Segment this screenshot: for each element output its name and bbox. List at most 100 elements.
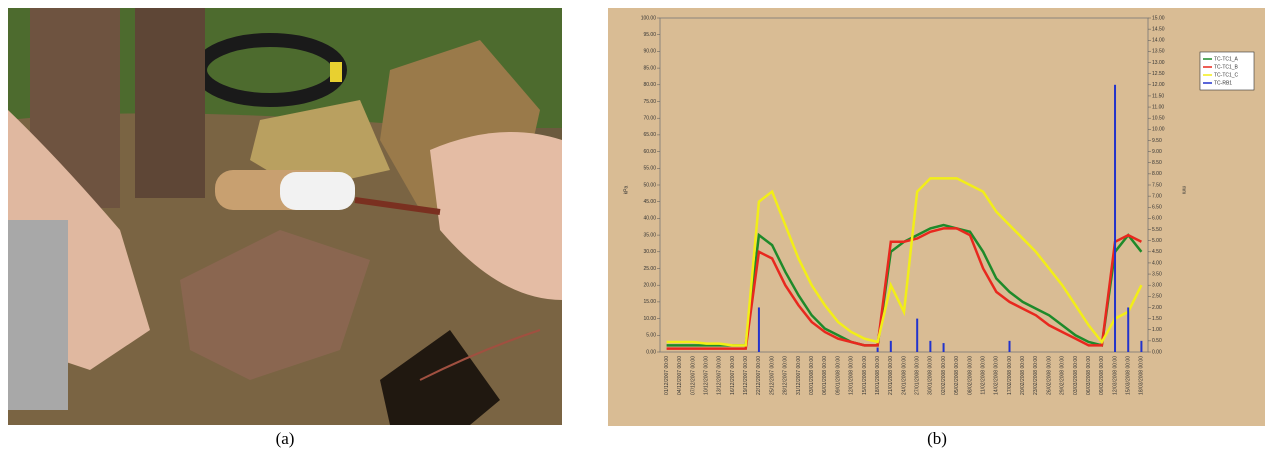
y2-tick-label: 12.50 bbox=[1152, 71, 1165, 77]
rain-bar bbox=[1114, 84, 1117, 353]
y-tick-label: 45.00 bbox=[643, 199, 656, 205]
x-tick-label: 12/01/2008 00:00 bbox=[849, 356, 855, 395]
y2-tick-label: 3.00 bbox=[1152, 283, 1162, 289]
y-axis-label: kPa bbox=[623, 185, 629, 194]
x-tick-label: 19/12/2007 00:00 bbox=[743, 356, 749, 395]
x-tick-label: 06/01/2008 00:00 bbox=[822, 356, 828, 395]
y2-tick-label: 5.50 bbox=[1152, 227, 1162, 233]
x-tick-label: 31/12/2007 00:00 bbox=[796, 356, 802, 395]
plot-area bbox=[659, 17, 1149, 353]
y2-tick-label: 6.50 bbox=[1152, 205, 1162, 211]
y-tick-label: 65.00 bbox=[643, 132, 656, 138]
y-tick-label: 85.00 bbox=[643, 65, 656, 71]
y-tick-label: 70.00 bbox=[643, 116, 656, 122]
y-tick-label: 15.00 bbox=[643, 299, 656, 305]
y-tick-label: 100.00 bbox=[641, 15, 657, 21]
x-tick-label: 20/02/2008 00:00 bbox=[1020, 356, 1026, 395]
y-tick-label: 20.00 bbox=[643, 283, 656, 289]
y2-tick-label: 9.00 bbox=[1152, 149, 1162, 155]
series-line bbox=[666, 177, 1143, 347]
x-tick-label: 26/02/2008 00:00 bbox=[1046, 356, 1052, 395]
rain-bar bbox=[929, 340, 932, 352]
y-tick-label: 25.00 bbox=[643, 266, 656, 272]
x-tick-label: 04/12/2007 00:00 bbox=[677, 356, 683, 395]
x-tick-label: 14/02/2008 00:00 bbox=[994, 356, 1000, 395]
y-tick-label: 75.00 bbox=[643, 99, 656, 105]
legend-label: TC-RB1 bbox=[1214, 80, 1232, 86]
y2-tick-label: 10.00 bbox=[1152, 127, 1165, 133]
x-tick-label: 02/02/2008 00:00 bbox=[941, 356, 947, 395]
y-tick-label: 95.00 bbox=[643, 32, 656, 38]
y-tick-label: 30.00 bbox=[643, 249, 656, 255]
x-tick-label: 08/02/2008 00:00 bbox=[967, 356, 973, 395]
x-tick-label: 23/02/2008 00:00 bbox=[1033, 356, 1039, 395]
caption: (b) bbox=[927, 429, 947, 448]
x-tick-label: 22/12/2007 00:00 bbox=[756, 356, 762, 395]
y2-tick-label: 5.00 bbox=[1152, 238, 1162, 244]
y2-tick-label: 11.50 bbox=[1152, 93, 1164, 99]
y2-tick-label: 8.00 bbox=[1152, 171, 1162, 177]
y2-tick-label: 1.00 bbox=[1152, 327, 1162, 333]
x-tick-label: 01/12/2007 00:00 bbox=[664, 356, 670, 395]
y2-tick-label: 10.50 bbox=[1152, 116, 1165, 122]
y2-tick-label: 2.00 bbox=[1152, 305, 1162, 311]
y-tick-label: 55.00 bbox=[643, 166, 656, 172]
x-tick-label: 13/12/2007 00:00 bbox=[717, 356, 723, 395]
y-tick-label: 60.00 bbox=[643, 149, 656, 155]
photo bbox=[8, 8, 562, 425]
rain-bar bbox=[876, 347, 879, 352]
y2-tick-label: 13.50 bbox=[1152, 49, 1165, 55]
x-tick-label: 12/03/2008 00:00 bbox=[1112, 356, 1118, 395]
y2-tick-label: 14.00 bbox=[1152, 38, 1165, 44]
x-tick-label: 15/01/2008 00:00 bbox=[862, 356, 868, 395]
series-line bbox=[666, 227, 1142, 350]
x-tick-label: 18/03/2008 00:00 bbox=[1139, 356, 1145, 395]
x-tick-label: 24/01/2008 00:00 bbox=[901, 356, 907, 395]
x-tick-label: 09/03/2008 00:00 bbox=[1099, 356, 1105, 395]
y-tick-label: 80.00 bbox=[643, 82, 656, 88]
x-tick-label: 03/01/2008 00:00 bbox=[809, 356, 815, 395]
y-tick-label: 0.00 bbox=[646, 349, 656, 355]
x-tick-label: 21/01/2008 00:00 bbox=[888, 356, 894, 395]
legend-label: TC-TC1_A bbox=[1214, 56, 1239, 62]
rain-bar bbox=[916, 318, 919, 352]
x-tick-label: 30/01/2008 00:00 bbox=[928, 356, 934, 395]
rain-bar bbox=[1008, 340, 1011, 352]
x-tick-label: 18/01/2008 00:00 bbox=[875, 356, 881, 395]
y2-tick-label: 12.00 bbox=[1152, 82, 1165, 88]
x-tick-label: 07/12/2007 00:00 bbox=[690, 356, 696, 395]
y2-tick-label: 4.00 bbox=[1152, 260, 1162, 266]
rain-bar bbox=[942, 343, 945, 352]
rain-bar bbox=[889, 340, 892, 352]
y2-tick-label: 0.00 bbox=[1152, 349, 1162, 355]
y2-axis-label: mm bbox=[1181, 186, 1187, 194]
x-tick-label: 03/03/2008 00:00 bbox=[1073, 356, 1079, 395]
y2-tick-label: 2.50 bbox=[1152, 294, 1162, 300]
y2-tick-label: 13.00 bbox=[1152, 60, 1165, 66]
rain-bar bbox=[1140, 340, 1143, 352]
x-tick-label: 29/02/2008 00:00 bbox=[1060, 356, 1066, 395]
x-tick-label: 28/12/2007 00:00 bbox=[783, 356, 789, 395]
x-tick-label: 27/01/2008 00:00 bbox=[915, 356, 921, 395]
y2-tick-label: 7.00 bbox=[1152, 193, 1162, 199]
x-tick-label: 15/03/2008 00:00 bbox=[1126, 356, 1132, 395]
y2-tick-label: 0.50 bbox=[1152, 338, 1162, 344]
rain-bar bbox=[757, 307, 760, 352]
y2-tick-label: 1.50 bbox=[1152, 316, 1162, 322]
x-tick-label: 25/12/2007 00:00 bbox=[769, 356, 775, 395]
y-tick-label: 40.00 bbox=[643, 216, 656, 222]
x-tick-label: 05/02/2008 00:00 bbox=[954, 356, 960, 395]
x-tick-label: 10/12/2007 00:00 bbox=[703, 356, 709, 395]
x-tick-label: 11/02/2008 00:00 bbox=[980, 356, 986, 395]
y2-tick-label: 3.50 bbox=[1152, 271, 1162, 277]
y-tick-label: 35.00 bbox=[643, 232, 656, 238]
x-tick-label: 16/12/2007 00:00 bbox=[730, 356, 736, 395]
rain-bar bbox=[1127, 307, 1130, 352]
y-tick-label: 10.00 bbox=[643, 316, 656, 322]
legend-label: TC-TC1_B bbox=[1214, 64, 1239, 70]
y2-tick-label: 11.00 bbox=[1152, 104, 1164, 110]
y2-tick-label: 6.00 bbox=[1152, 216, 1162, 222]
y2-tick-label: 14.50 bbox=[1152, 26, 1165, 32]
x-tick-label: 06/03/2008 00:00 bbox=[1086, 356, 1092, 395]
